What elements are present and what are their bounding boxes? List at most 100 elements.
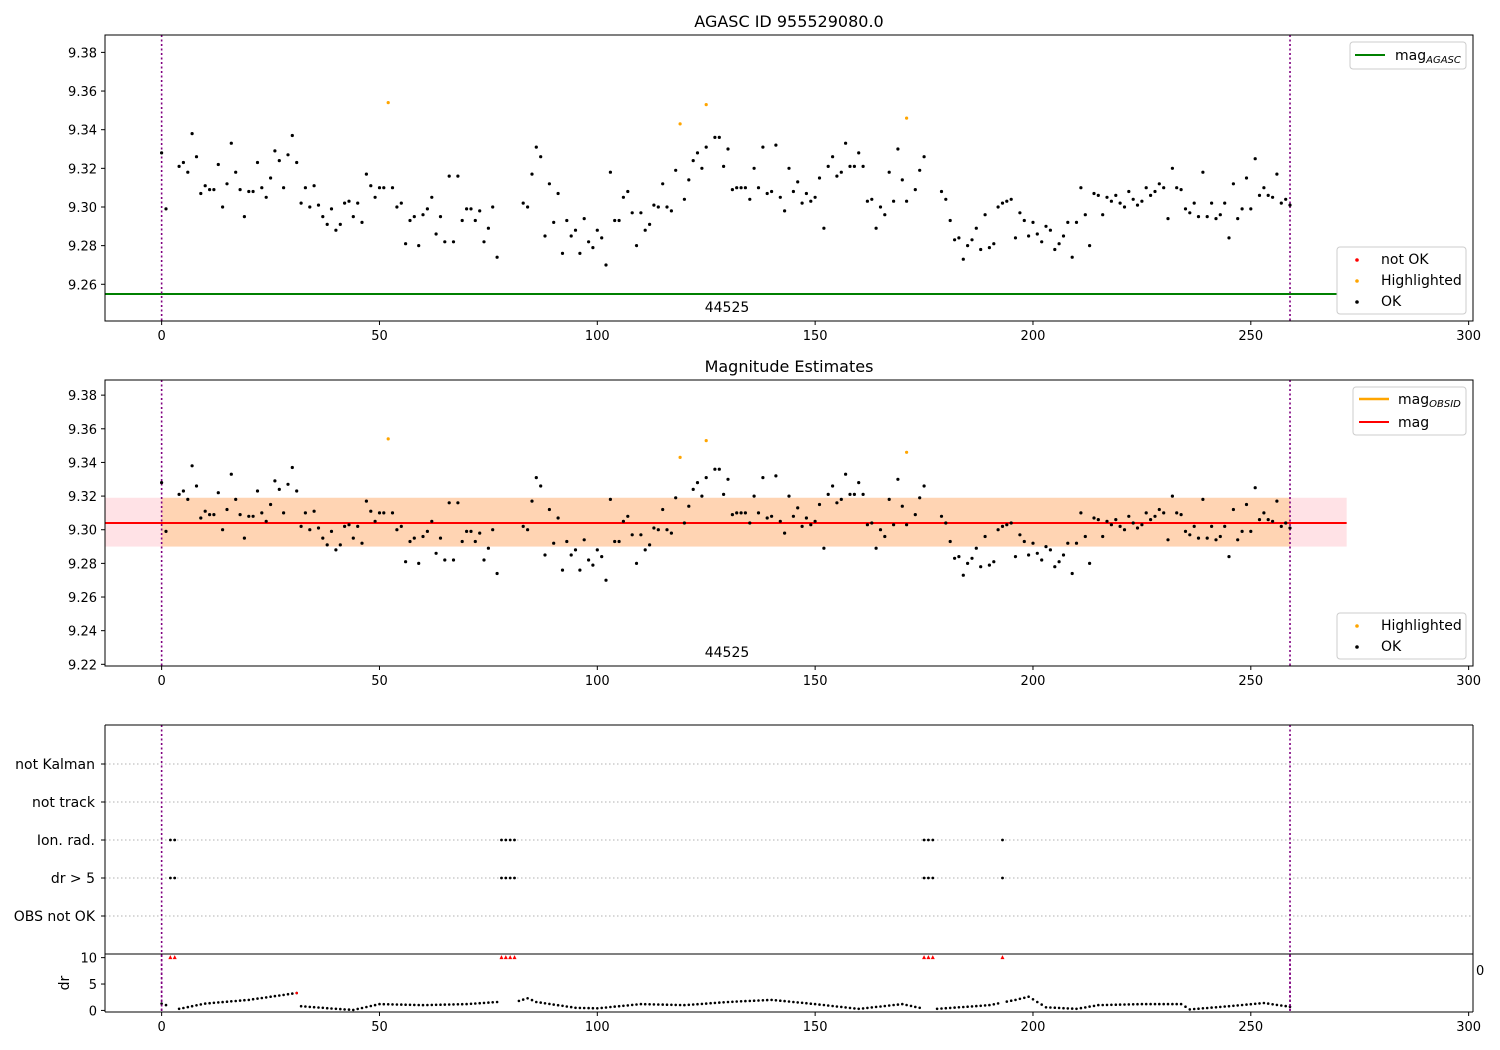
- point-ok: [1092, 516, 1096, 520]
- point-ok: [177, 164, 181, 168]
- point-ok: [1253, 486, 1257, 490]
- point-ok: [687, 178, 691, 182]
- point-ok: [595, 228, 599, 232]
- point-ok: [996, 528, 1000, 532]
- point-ok: [225, 507, 229, 512]
- dr-point: [1249, 1002, 1253, 1006]
- dr-point: [639, 1002, 643, 1006]
- point-highlighted: [678, 455, 682, 459]
- point-ok: [1214, 538, 1218, 542]
- point-highlighted: [678, 122, 682, 126]
- dr-point: [901, 1002, 904, 1006]
- flag-point: [931, 838, 935, 842]
- legend-label-highlighted-2: Highlighted: [1381, 618, 1462, 634]
- dr-point: [661, 1003, 664, 1006]
- dr-point: [648, 1003, 651, 1006]
- dr-point: [456, 1003, 460, 1006]
- dr-point: [330, 1007, 333, 1010]
- point-ok: [1105, 195, 1109, 199]
- point-ok: [1118, 201, 1122, 205]
- dr-point: [539, 1001, 542, 1004]
- point-ok: [547, 182, 552, 186]
- point-ok: [1262, 511, 1266, 515]
- agasc-title: AGASC ID 955529080.0: [694, 12, 883, 31]
- dr-point: [308, 1005, 312, 1009]
- dr-point: [312, 1005, 316, 1009]
- point-ok: [735, 186, 739, 190]
- point-ok: [530, 172, 534, 176]
- point-ok: [160, 481, 164, 485]
- point-ok: [1271, 195, 1275, 199]
- point-ok: [1210, 524, 1214, 529]
- point-ok: [303, 186, 307, 190]
- dr-point: [591, 1006, 595, 1010]
- point-ok: [1061, 553, 1066, 557]
- dr-point: [635, 1003, 638, 1006]
- point-ok: [848, 164, 852, 168]
- point-ok: [1079, 511, 1083, 515]
- point-ok: [1249, 529, 1253, 534]
- point-ok: [1218, 213, 1222, 217]
- dr-point: [983, 1004, 987, 1007]
- point-ok: [1005, 199, 1009, 203]
- dr-point: [1219, 1005, 1222, 1009]
- point-ok: [1000, 201, 1005, 205]
- dr-point: [1118, 1003, 1122, 1006]
- point-ok: [800, 524, 804, 529]
- dr-clipped-marker: [926, 955, 931, 960]
- dr-point: [970, 1005, 974, 1008]
- dr-point: [757, 999, 760, 1002]
- dr-point: [1158, 1002, 1161, 1006]
- legend-marker-ok-2: [1355, 645, 1359, 649]
- flag-row-label: not track: [32, 795, 96, 811]
- dr-point: [1197, 1007, 1200, 1010]
- flag-point: [173, 838, 177, 842]
- dr-point: [609, 1005, 612, 1009]
- dr-point: [892, 1003, 895, 1007]
- point-ok: [329, 529, 334, 534]
- point-ok: [1153, 189, 1157, 194]
- dr-point: [979, 1004, 982, 1008]
- point-ok: [290, 133, 294, 138]
- point-ok: [543, 234, 547, 238]
- dr-point: [382, 1002, 386, 1006]
- dr-clipped-marker: [168, 955, 173, 960]
- point-ok: [325, 222, 329, 226]
- dr-point: [1166, 1002, 1170, 1006]
- point-ok: [552, 220, 556, 224]
- dr-point: [474, 1002, 477, 1005]
- point-ok: [948, 539, 952, 544]
- point-ok: [944, 197, 948, 201]
- dr-point: [665, 1003, 669, 1006]
- point-highlighted: [905, 450, 909, 454]
- point-ok: [1275, 499, 1279, 503]
- point-ok: [630, 533, 634, 537]
- point-ok: [1166, 538, 1170, 542]
- point-ok: [212, 188, 216, 192]
- point-ok: [1022, 539, 1026, 544]
- dr-point: [1092, 1004, 1096, 1008]
- point-ok: [303, 511, 307, 515]
- flag-point: [931, 876, 935, 880]
- dr-point: [1123, 1003, 1126, 1006]
- flag-row-label: Ion. rad.: [37, 833, 95, 849]
- flag-point: [513, 838, 516, 842]
- flag-row-label: dr > 5: [51, 871, 95, 887]
- point-ok: [1279, 201, 1283, 205]
- flag-point: [927, 876, 930, 880]
- point-ok: [957, 555, 961, 559]
- point-ok: [1083, 534, 1087, 539]
- x-tick-label: 250: [1238, 329, 1263, 344]
- point-ok: [1031, 220, 1035, 224]
- flag-point: [927, 838, 930, 842]
- dr-point: [217, 1001, 220, 1004]
- flag-point: [508, 838, 512, 842]
- dr-point: [1044, 1006, 1048, 1009]
- point-ok: [817, 502, 822, 507]
- point-ok: [1288, 526, 1292, 530]
- flag-point: [173, 876, 177, 880]
- point-ok: [478, 209, 482, 213]
- point-ok: [600, 236, 604, 240]
- legend-label-mag-agasc: magAGASC: [1395, 48, 1461, 66]
- point-ok: [761, 145, 765, 149]
